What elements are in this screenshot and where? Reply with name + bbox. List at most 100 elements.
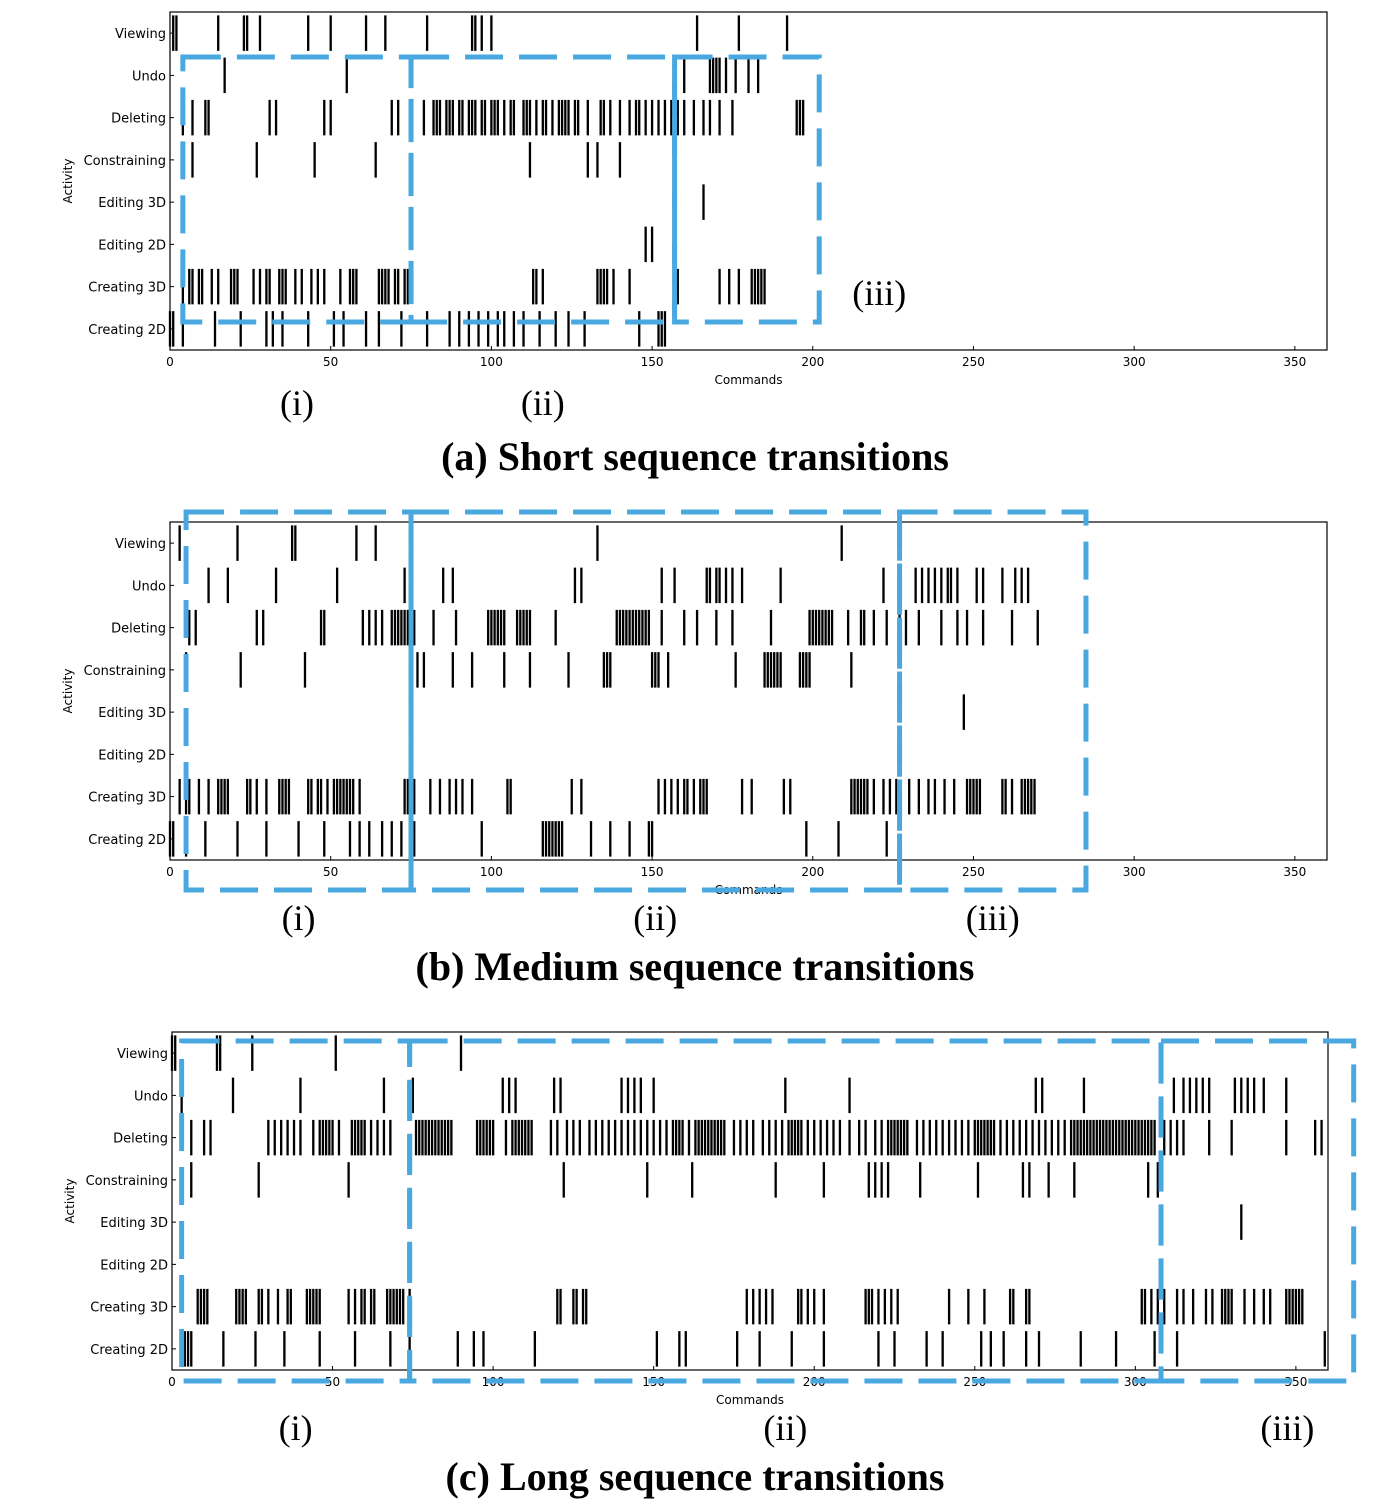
event-mark <box>286 1119 289 1156</box>
event-mark <box>387 268 390 305</box>
event-mark <box>254 1331 257 1367</box>
event-mark <box>1124 1119 1127 1156</box>
region-label: (ii) <box>763 1408 807 1448</box>
event-mark <box>564 99 567 136</box>
event-mark <box>197 778 201 815</box>
event-mark <box>400 821 403 857</box>
event-mark <box>724 57 728 94</box>
event-mark <box>458 311 461 347</box>
event-mark <box>797 1288 800 1325</box>
event-mark <box>639 1119 642 1156</box>
event-mark <box>514 1119 517 1156</box>
event-mark <box>735 1331 739 1367</box>
event-mark <box>509 99 512 136</box>
event-mark <box>652 1119 655 1156</box>
event-mark <box>483 99 487 136</box>
event-mark <box>989 1331 992 1367</box>
event-mark <box>1156 1162 1159 1198</box>
event-mark <box>756 57 760 94</box>
event-mark <box>239 652 242 688</box>
region-label: (i) <box>279 1408 313 1448</box>
event-mark <box>207 567 210 604</box>
event-mark <box>814 609 818 646</box>
event-mark <box>1057 1119 1060 1156</box>
event-mark <box>596 142 599 178</box>
event-mark <box>347 1288 350 1325</box>
event-mark <box>368 821 371 857</box>
event-mark <box>188 609 191 646</box>
x-tick-label: 200 <box>801 355 824 369</box>
event-mark <box>353 1288 357 1325</box>
event-mark <box>638 609 641 646</box>
event-mark <box>647 609 651 646</box>
event-mark <box>650 821 654 857</box>
event-mark <box>644 609 647 646</box>
y-tick-label: Creating 3D <box>88 791 166 806</box>
event-mark <box>265 311 268 347</box>
event-mark <box>385 1288 389 1325</box>
event-mark <box>191 142 194 178</box>
event-mark <box>650 652 654 688</box>
event-mark <box>1010 778 1014 815</box>
event-mark <box>737 15 741 51</box>
event-mark <box>612 268 615 305</box>
event-mark <box>219 1035 222 1071</box>
event-mark <box>718 57 721 94</box>
event-mark <box>1246 1077 1249 1114</box>
event-mark <box>202 1119 206 1156</box>
event-mark <box>273 1119 276 1156</box>
event-mark <box>348 268 352 305</box>
event-mark <box>572 1288 575 1325</box>
event-mark <box>499 609 503 646</box>
event-mark <box>424 1119 427 1156</box>
event-mark <box>217 778 220 815</box>
event-mark <box>549 1119 553 1156</box>
event-mark <box>188 778 191 815</box>
event-mark <box>1230 1288 1233 1325</box>
event-mark <box>480 821 483 857</box>
event-mark <box>840 525 843 561</box>
event-mark <box>1037 1119 1041 1156</box>
event-mark <box>771 1288 774 1325</box>
event-mark <box>552 1077 556 1114</box>
event-mark <box>665 1119 668 1156</box>
event-mark <box>384 15 387 51</box>
event-mark <box>1220 1288 1224 1325</box>
event-mark <box>703 1119 707 1156</box>
event-mark <box>172 15 175 51</box>
event-mark <box>941 1119 944 1156</box>
event-mark <box>209 1119 212 1156</box>
event-mark <box>573 99 577 136</box>
event-mark <box>470 778 474 815</box>
event-mark <box>1089 1119 1092 1156</box>
event-mark <box>1252 1288 1256 1325</box>
event-mark <box>708 99 712 136</box>
event-mark <box>697 1119 700 1156</box>
event-mark <box>609 99 612 136</box>
event-mark <box>663 778 667 815</box>
event-mark <box>474 99 477 136</box>
event-mark <box>318 1288 321 1325</box>
event-mark <box>1010 609 1014 646</box>
event-mark <box>758 1288 761 1325</box>
event-mark <box>1137 1119 1140 1156</box>
event-mark <box>1134 1119 1137 1156</box>
event-mark <box>384 268 387 305</box>
event-mark <box>983 1119 986 1156</box>
event-mark <box>686 778 689 815</box>
event-mark <box>752 1288 755 1325</box>
event-mark <box>975 567 978 604</box>
event-mark <box>1047 1162 1050 1198</box>
y-tick-label: Constraining <box>84 664 166 679</box>
event-mark <box>676 99 679 136</box>
event-mark <box>271 311 275 347</box>
y-axis-label: Activity <box>61 669 75 714</box>
event-mark <box>567 99 570 136</box>
event-mark <box>265 778 268 815</box>
event-mark <box>432 609 435 646</box>
event-mark <box>626 1077 630 1114</box>
event-mark <box>188 268 191 305</box>
y-tick-label: Editing 3D <box>98 196 166 211</box>
y-tick-label: Editing 2D <box>100 1258 168 1273</box>
event-mark <box>628 821 631 857</box>
